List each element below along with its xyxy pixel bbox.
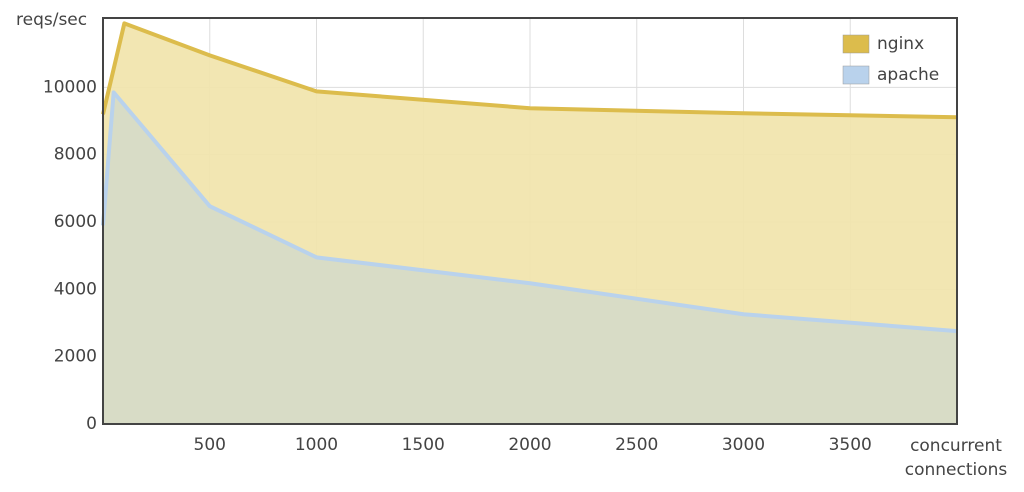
y-tick-label: 6000 bbox=[54, 212, 97, 232]
area-line bbox=[101, 90, 958, 334]
x-tick-label: 2500 bbox=[615, 435, 658, 455]
legend-label: nginx bbox=[877, 34, 924, 54]
x-tick-label: 3500 bbox=[829, 435, 872, 455]
legend-label: apache bbox=[877, 65, 939, 85]
y-tick-label: 2000 bbox=[54, 347, 97, 367]
x-axis-label: concurrent connections bbox=[904, 436, 1008, 480]
y-tick-label: 0 bbox=[86, 414, 97, 434]
x-tick-label: 1500 bbox=[402, 435, 445, 455]
legend-swatch bbox=[842, 65, 870, 85]
area-line bbox=[101, 21, 958, 120]
y-axis-label: reqs/sec bbox=[16, 10, 87, 30]
y-tick-label: 8000 bbox=[54, 145, 97, 165]
y-tick-label: 4000 bbox=[54, 279, 97, 299]
area bbox=[103, 92, 957, 424]
x-tick-label: 3000 bbox=[722, 435, 765, 455]
x-tick-label: 1000 bbox=[295, 435, 338, 455]
y-tick-label: 10000 bbox=[43, 77, 97, 97]
legend-swatch bbox=[842, 34, 870, 54]
x-tick-label: 500 bbox=[194, 435, 226, 455]
plot-border bbox=[102, 17, 958, 425]
x-tick-label: 2000 bbox=[508, 435, 551, 455]
